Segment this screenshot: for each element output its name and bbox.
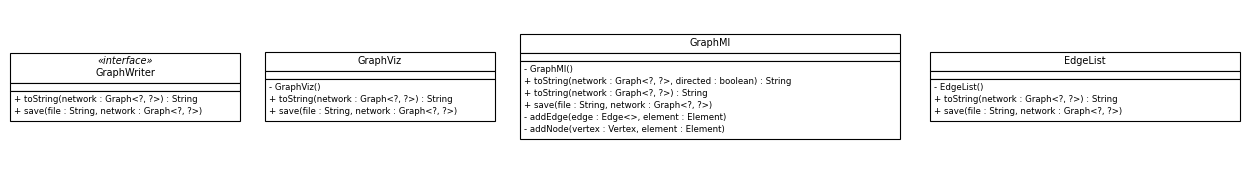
Text: + toString(network : Graph<?, ?>) : String: + toString(network : Graph<?, ?>) : Stri… bbox=[934, 95, 1117, 104]
Bar bbox=[929, 71, 1240, 79]
Text: - GraphViz(): - GraphViz() bbox=[269, 83, 320, 92]
Text: + toString(network : Graph<?, ?>) : String: + toString(network : Graph<?, ?>) : Stri… bbox=[269, 95, 453, 104]
Text: + toString(network : Graph<?, ?>, directed : boolean) : String: + toString(network : Graph<?, ?>, direct… bbox=[524, 77, 792, 86]
Bar bbox=[10, 52, 240, 83]
Text: GraphViz: GraphViz bbox=[358, 57, 402, 66]
Text: + toString(network : Graph<?, ?>) : String: + toString(network : Graph<?, ?>) : Stri… bbox=[14, 94, 198, 103]
Text: + save(file : String, network : Graph<?, ?>): + save(file : String, network : Graph<?,… bbox=[269, 107, 457, 116]
Bar bbox=[265, 71, 495, 79]
Text: - addNode(vertex : Vertex, element : Element): - addNode(vertex : Vertex, element : Ele… bbox=[524, 125, 724, 134]
Text: + save(file : String, network : Graph<?, ?>): + save(file : String, network : Graph<?,… bbox=[524, 101, 712, 110]
Text: - GraphMl(): - GraphMl() bbox=[524, 65, 573, 74]
Bar bbox=[265, 52, 495, 71]
Text: + save(file : String, network : Graph<?, ?>): + save(file : String, network : Graph<?,… bbox=[934, 107, 1122, 116]
Text: + save(file : String, network : Graph<?, ?>): + save(file : String, network : Graph<?,… bbox=[14, 107, 203, 116]
Text: GraphMl: GraphMl bbox=[689, 39, 731, 48]
Text: - EdgeList(): - EdgeList() bbox=[934, 83, 983, 92]
Text: GraphWriter: GraphWriter bbox=[95, 69, 155, 79]
Bar bbox=[520, 34, 899, 53]
Text: - addEdge(edge : Edge<>, element : Element): - addEdge(edge : Edge<>, element : Eleme… bbox=[524, 113, 727, 122]
Text: «interface»: «interface» bbox=[98, 57, 153, 66]
Bar bbox=[520, 53, 899, 61]
Bar bbox=[10, 90, 240, 121]
Text: EdgeList: EdgeList bbox=[1065, 57, 1106, 66]
Bar bbox=[929, 52, 1240, 71]
Text: + toString(network : Graph<?, ?>) : String: + toString(network : Graph<?, ?>) : Stri… bbox=[524, 89, 708, 98]
Bar bbox=[520, 61, 899, 139]
Bar bbox=[265, 79, 495, 121]
Bar bbox=[10, 83, 240, 90]
Bar bbox=[929, 79, 1240, 121]
